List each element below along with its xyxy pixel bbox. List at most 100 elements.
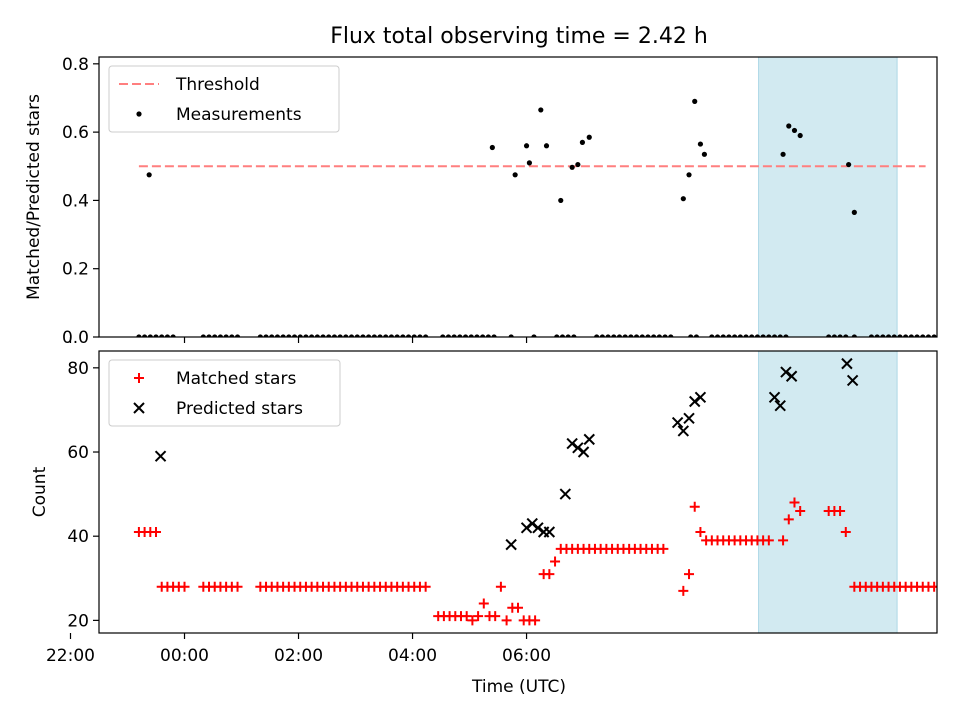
matched-star-point [501, 615, 512, 626]
measurement-point [771, 334, 778, 337]
measurement-point [274, 334, 281, 337]
measurement-point [159, 334, 165, 337]
bottom-series-predicted-stars [154, 357, 859, 551]
measurement-point [142, 334, 148, 337]
measurement-point [885, 334, 892, 337]
predicted-star-point [785, 370, 798, 382]
y-tick-label: 0.4 [62, 191, 89, 211]
measurement-point [360, 334, 366, 337]
predicted-star-point [154, 450, 167, 462]
measurement-point [851, 209, 857, 215]
measurement-point [400, 334, 406, 337]
matched-star-point [473, 611, 484, 622]
measurement-point [579, 139, 586, 145]
predicted-star-point [841, 357, 853, 370]
legend-label: Threshold [175, 75, 260, 95]
measurement-point [692, 98, 698, 104]
measurement-point [388, 334, 395, 337]
measurement-point [354, 334, 360, 337]
bottom-series-matched-stars [133, 497, 937, 626]
y-tick-label: 0.0 [62, 328, 89, 348]
measurement-point [229, 334, 235, 337]
measurement-point [480, 334, 486, 337]
measurement-point [512, 172, 518, 178]
measurement-point [445, 334, 452, 337]
y-tick-label: 20 [67, 611, 89, 631]
matched-star-point [550, 556, 561, 567]
measurement-point [405, 334, 412, 337]
top-legend: Threshold Measurements [108, 65, 340, 133]
measurement-point [645, 334, 651, 337]
measurement-point [417, 334, 423, 337]
x-tick-label: 22:00 [46, 646, 95, 666]
matched-star-point [179, 581, 190, 592]
measurement-point [720, 334, 726, 337]
predicted-star-point [543, 526, 556, 538]
measurement-point [457, 334, 463, 337]
predicted-star-point [774, 400, 786, 412]
matched-star-point [467, 615, 478, 626]
bottom-y-axis-label: Count [30, 466, 50, 517]
predicted-star-point [532, 522, 544, 534]
top-observing-window [758, 57, 898, 337]
measurement-point [880, 334, 886, 337]
legend-matched-swatch [134, 373, 144, 383]
y-tick-label: 60 [67, 443, 89, 463]
predicted-star-point [689, 395, 701, 408]
measurement-point [485, 334, 491, 337]
measurement-point [320, 334, 326, 337]
legend-measurement-swatch [136, 111, 142, 117]
measurement-point [170, 334, 176, 337]
measurement-point [234, 334, 241, 337]
measurement-point [594, 334, 600, 337]
matched-star-point [795, 505, 806, 516]
measurement-point [920, 334, 926, 337]
measurement-point [291, 334, 298, 337]
measurement-point [714, 334, 721, 337]
measurement-point [571, 334, 577, 337]
measurement-point [780, 151, 786, 157]
predicted-star-point [671, 416, 684, 429]
measurement-point [153, 334, 159, 337]
measurement-point [846, 161, 852, 168]
measurement-point [575, 161, 581, 168]
top-y-axis: 0.0 0.2 0.4 0.6 0.8 [62, 55, 99, 348]
measurement-point [383, 334, 389, 337]
measurement-point [569, 164, 575, 170]
matched-star-point [678, 585, 689, 596]
bottom-plot-area [133, 351, 937, 633]
measurement-point [843, 334, 849, 337]
measurement-point [217, 334, 224, 337]
y-tick-label: 40 [67, 527, 89, 547]
measurement-point [874, 334, 880, 337]
predicted-star-point [846, 374, 859, 387]
y-tick-label: 0.2 [62, 260, 89, 280]
matched-star-point [789, 497, 800, 508]
measurement-point [314, 334, 320, 337]
measurement-point [786, 123, 792, 129]
predicted-star-point [526, 517, 538, 530]
matched-star-point [478, 598, 489, 609]
x-axis-label: Time (UTC) [471, 677, 566, 697]
measurement-point [783, 334, 789, 337]
measurement-point [651, 334, 657, 337]
measurement-point [633, 334, 640, 337]
legend-label: Measurements [176, 105, 302, 125]
measurement-point [394, 334, 400, 337]
matched-star-point [530, 615, 541, 626]
measurement-point [766, 334, 772, 337]
predicted-star-point [520, 522, 533, 534]
measurement-point [440, 334, 446, 337]
measurement-point [639, 334, 645, 337]
bottom-axes-frame [98, 350, 938, 634]
measurement-point [280, 334, 286, 337]
measurement-point [622, 334, 628, 337]
measurement-point [826, 334, 832, 337]
matched-star-point [658, 543, 669, 554]
measurement-point [616, 334, 623, 337]
bottom-panel: 20406080Count18:0020:0022:0000:0002:0004… [30, 350, 938, 666]
matched-star-point [420, 581, 431, 592]
measurement-point [697, 141, 704, 147]
measurement-point [451, 334, 457, 337]
